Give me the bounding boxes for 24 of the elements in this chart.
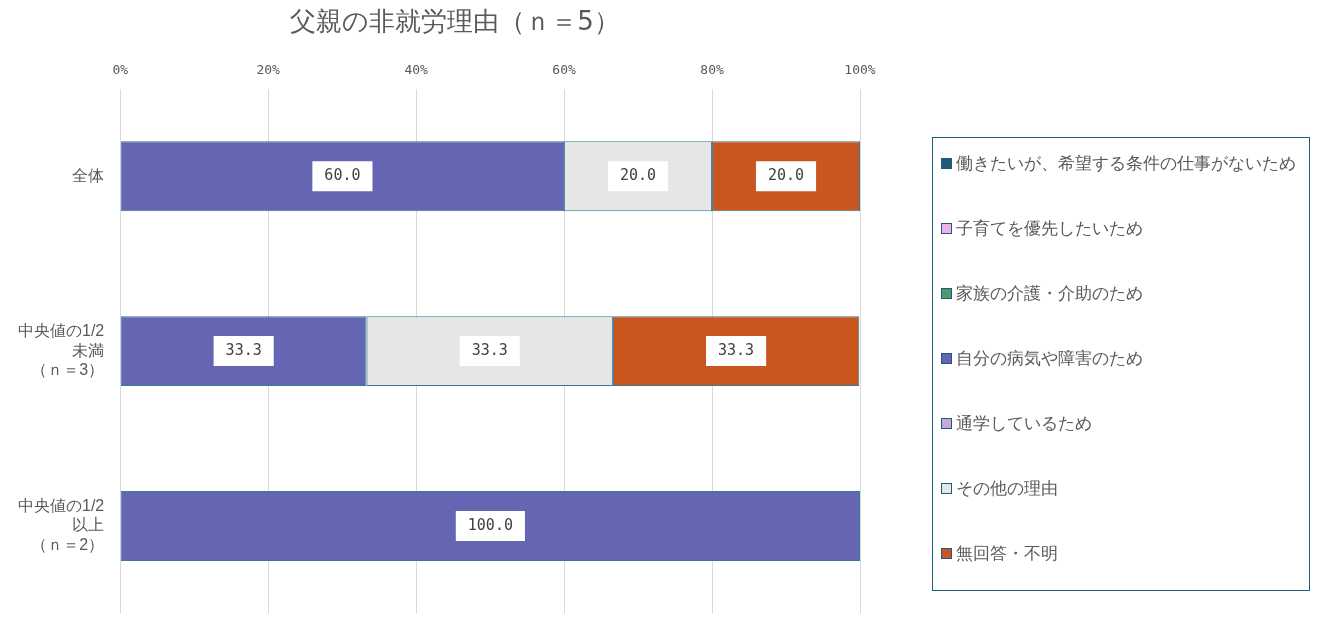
chart-title: 父親の非就労理由（ｎ＝5） — [289, 5, 621, 38]
legend-label: 無回答・不明 — [956, 542, 1058, 565]
data-label: 60.0 — [324, 166, 361, 185]
data-label: 20.0 — [620, 166, 657, 185]
data-label: 33.3 — [225, 340, 262, 359]
legend-label: 働きたいが、希望する条件の仕事がないため — [956, 152, 1296, 175]
y-tick-label: 中央値の1/2未満（ｎ＝3） — [17, 322, 105, 378]
x-tick-label: 0% — [112, 62, 129, 78]
legend-label: 子育てを優先したいため — [956, 217, 1143, 240]
y-tick-label: 全体 — [72, 166, 105, 184]
x-tick-label: 60% — [552, 62, 577, 78]
legend-label: その他の理由 — [956, 477, 1058, 500]
x-tick-label: 80% — [700, 62, 724, 78]
data-label: 100.0 — [467, 515, 513, 534]
x-tick-label: 40% — [404, 62, 429, 78]
x-tick-label: 20% — [256, 62, 281, 78]
legend-label: 家族の介護・介助のため — [956, 282, 1143, 305]
data-label: 33.3 — [718, 340, 755, 359]
data-label: 33.3 — [471, 340, 508, 359]
y-tick-label: 中央値の1/2以上（ｎ＝2） — [17, 497, 105, 553]
data-label: 20.0 — [767, 166, 805, 185]
x-tick-label: 100% — [844, 62, 876, 78]
legend-label: 自分の病気や障害のため — [956, 347, 1143, 370]
legend-label: 通学しているため — [956, 412, 1092, 435]
